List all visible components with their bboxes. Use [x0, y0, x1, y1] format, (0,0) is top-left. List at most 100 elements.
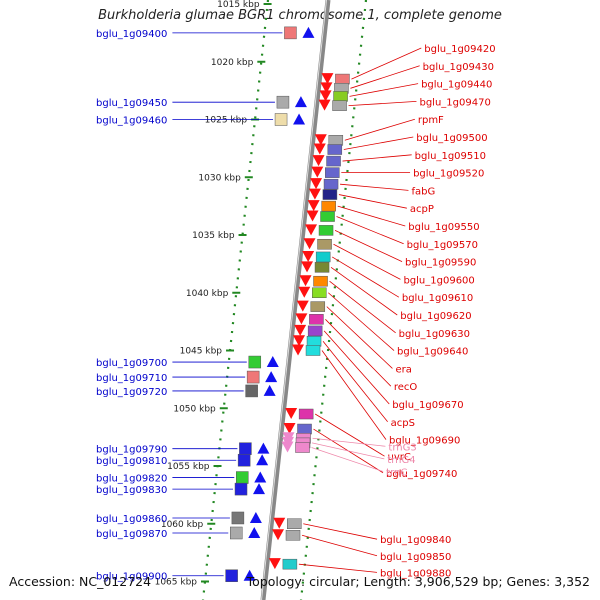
gene-box — [333, 91, 348, 102]
gene-box — [295, 442, 310, 453]
gene-label-plus: rpmF — [418, 115, 444, 126]
scale-tick-label: 1035 kbp — [192, 231, 235, 241]
gene-arrow — [302, 250, 315, 262]
gene-arrow — [281, 441, 294, 453]
gene-arrow — [266, 356, 279, 368]
scale-tick-label: 1055 kbp — [167, 462, 210, 472]
gene-box — [328, 135, 344, 146]
gene-label-plus: era — [395, 364, 411, 375]
gene-arrow — [293, 335, 306, 347]
page-title: Burkholderia glumae BGR1 chromosome 1, c… — [98, 8, 502, 23]
gene-box — [285, 530, 301, 541]
gene-leader-line — [311, 442, 385, 460]
gene-label-plus: trnG4 — [387, 455, 415, 466]
gene-box — [248, 355, 262, 369]
gene-arrow — [285, 408, 298, 420]
gene-leader-line — [343, 136, 414, 150]
gene-box — [239, 442, 252, 455]
gene-box — [315, 251, 331, 263]
gene-leader-line — [334, 230, 403, 262]
gene-label-minus: bglu_1g09400 — [96, 29, 167, 40]
gene-arrow — [307, 200, 320, 212]
gene-arrow — [293, 113, 306, 125]
gene-label-plus: trnC — [386, 468, 407, 479]
gene-box — [313, 275, 328, 287]
gene-box — [284, 26, 297, 40]
gene-box — [309, 314, 324, 325]
gene-leader-line — [330, 267, 398, 316]
gene-arrow — [254, 471, 267, 483]
scale-tick-label: 1040 kbp — [186, 289, 229, 299]
gene-arrow — [308, 188, 321, 200]
gene-box — [332, 100, 347, 111]
gene-leader-line — [338, 194, 407, 209]
gene-box — [231, 511, 245, 525]
gene-arrow — [313, 143, 326, 155]
backbone-highlight — [261, 0, 327, 600]
gene-arrow — [253, 483, 266, 495]
scale-tick-label: 1050 kbp — [173, 404, 216, 414]
gene-arrow — [312, 155, 325, 167]
gene-label-minus: bglu_1g09810 — [96, 456, 167, 467]
gene-leader-line — [348, 101, 417, 107]
gene-label-minus: bglu_1g09450 — [96, 98, 167, 109]
gene-label-minus: bglu_1g09710 — [96, 373, 167, 384]
gene-leader-line — [351, 47, 422, 80]
chromosome-backbone — [260, 0, 331, 600]
gene-label-minus: bglu_1g09720 — [96, 387, 167, 398]
gene-leader-line — [314, 413, 385, 457]
gene-box — [245, 384, 258, 398]
gene-label-plus: bglu_1g09430 — [423, 62, 494, 73]
scale-tick-label: 1015 kbp — [217, 0, 260, 10]
gene-label-plus: bglu_1g09510 — [415, 151, 486, 162]
gene-arrow — [248, 526, 261, 538]
gene-box — [246, 370, 260, 384]
left-guide-line — [201, 0, 270, 600]
gene-box — [322, 189, 338, 200]
gene-leader-line — [331, 256, 400, 298]
gene-arrow — [243, 569, 256, 581]
gene-arrow — [311, 166, 324, 178]
gene-label-plus: bglu_1g09690 — [389, 436, 460, 447]
gene-leader-line — [303, 523, 378, 540]
scale-tick-label: 1065 kbp — [155, 578, 198, 588]
gene-arrow — [314, 134, 327, 146]
gene-label-plus: acpP — [410, 204, 434, 215]
gene-arrow — [263, 384, 276, 396]
gene-label-plus: uvrC — [388, 452, 411, 463]
gene-label-plus: bglu_1g09600 — [403, 275, 474, 286]
accession-text: Accession: NC_012724 — [9, 574, 152, 589]
scale-tick-label: 1045 kbp — [180, 347, 223, 357]
gene-box — [282, 558, 298, 570]
gene-arrow — [272, 529, 285, 541]
gene-label-plus: trnG3 — [388, 442, 416, 453]
gene-arrow — [268, 558, 281, 570]
gene-leader-line — [322, 341, 388, 423]
gene-leader-line — [323, 330, 390, 405]
gene-box — [326, 155, 341, 167]
gene-box — [287, 518, 302, 529]
right-guide-line — [299, 0, 368, 600]
gene-box — [307, 325, 323, 337]
gene-box — [230, 526, 243, 540]
gene-arrow — [318, 99, 331, 111]
gene-arrow — [303, 238, 316, 250]
gene-box — [323, 178, 339, 190]
gene-leader-line — [340, 183, 409, 191]
gene-leader-line — [336, 216, 404, 245]
gene-arrow — [292, 344, 305, 356]
gene-leader-line — [349, 83, 419, 97]
gene-arrow — [294, 324, 307, 336]
gene-label-plus: fabG — [411, 186, 435, 197]
gene-label-plus: bglu_1g09420 — [424, 44, 495, 55]
gene-box — [237, 453, 251, 467]
gene-label-minus: bglu_1g09830 — [96, 485, 167, 496]
gene-label-minus: bglu_1g09870 — [96, 529, 167, 540]
gene-label-minus: bglu_1g09790 — [96, 445, 167, 456]
gene-arrow — [305, 224, 318, 236]
gene-leader-line — [329, 280, 396, 334]
gene-leader-line — [337, 205, 406, 227]
gene-leader-line — [328, 292, 395, 351]
gene-arrow — [320, 82, 333, 94]
gene-box — [310, 301, 326, 312]
